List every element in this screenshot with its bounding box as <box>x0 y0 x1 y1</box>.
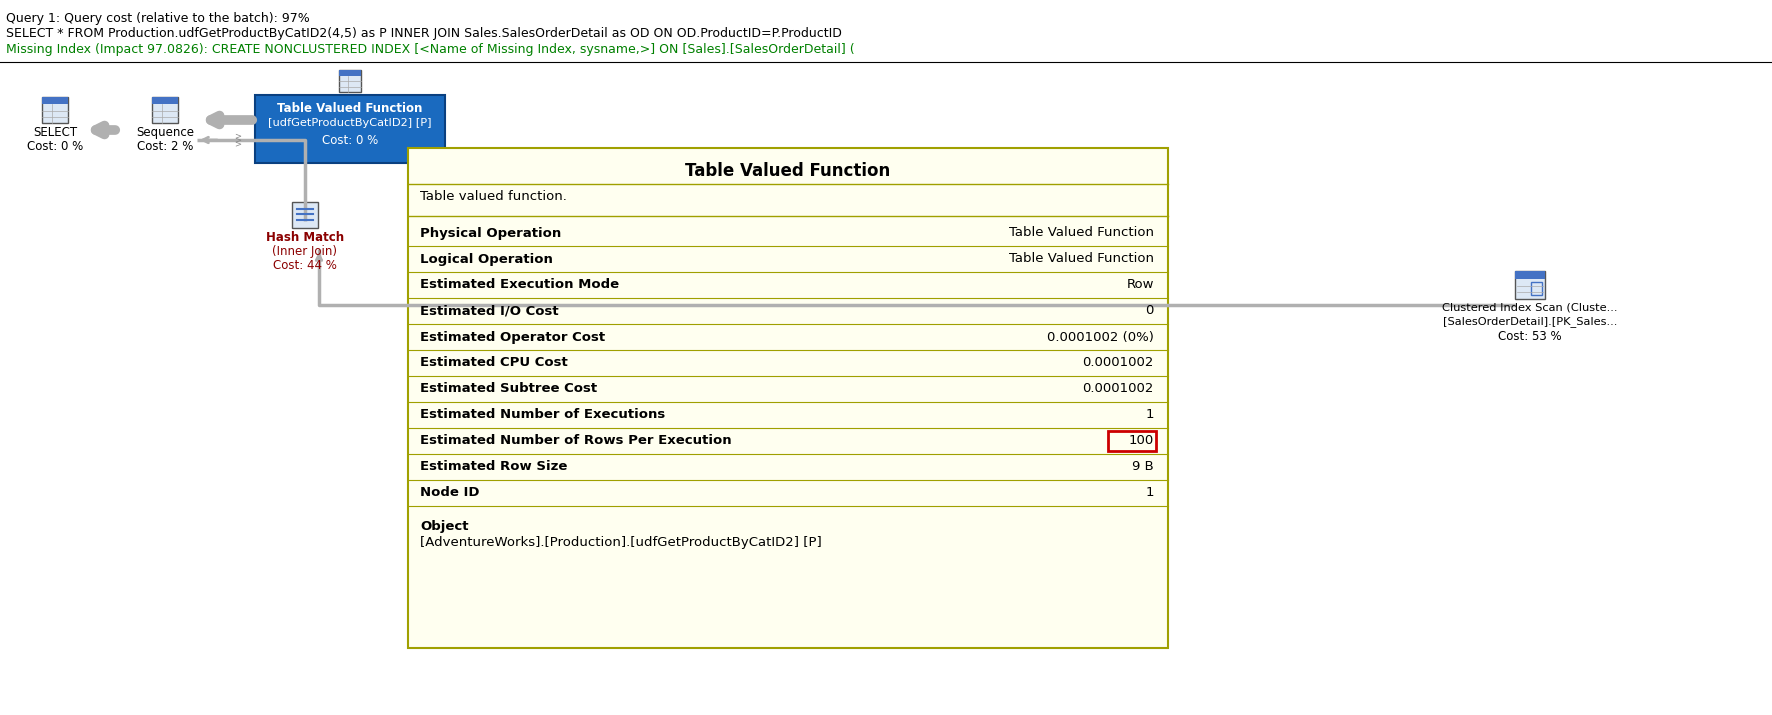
Bar <box>43 97 67 123</box>
Text: >: > <box>234 132 241 141</box>
Bar <box>152 97 177 123</box>
Text: Clustered Index Scan (Cluste...: Clustered Index Scan (Cluste... <box>1442 302 1618 312</box>
Text: 0.0001002: 0.0001002 <box>1083 357 1154 370</box>
Text: 0.0001002 (0%): 0.0001002 (0%) <box>1047 330 1154 343</box>
Text: 100: 100 <box>1129 435 1154 448</box>
Text: 9 B: 9 B <box>1132 460 1154 473</box>
Text: Table Valued Function: Table Valued Function <box>1008 227 1154 240</box>
Text: Query 1: Query cost (relative to the batch): 97%: Query 1: Query cost (relative to the bat… <box>5 12 310 25</box>
Text: Table Valued Function: Table Valued Function <box>686 162 891 180</box>
Text: Sequence: Sequence <box>136 126 193 139</box>
Text: Table valued function.: Table valued function. <box>420 190 567 203</box>
Text: Estimated Execution Mode: Estimated Execution Mode <box>420 279 618 292</box>
Text: 0.0001002: 0.0001002 <box>1083 383 1154 395</box>
Bar <box>292 202 317 228</box>
Text: >: > <box>234 139 241 149</box>
Bar <box>338 70 361 92</box>
Text: [udfGetProductByCatID2] [P]: [udfGetProductByCatID2] [P] <box>268 118 432 128</box>
Text: (Inner Join): (Inner Join) <box>273 245 337 258</box>
Text: Estimated I/O Cost: Estimated I/O Cost <box>420 305 558 317</box>
Text: Cost: 44 %: Cost: 44 % <box>273 259 337 272</box>
Bar <box>1515 271 1545 280</box>
Text: Object: Object <box>420 520 468 533</box>
Bar <box>408 148 1168 648</box>
Text: 1: 1 <box>1145 408 1154 422</box>
Text: Estimated Row Size: Estimated Row Size <box>420 460 567 473</box>
Text: Table Valued Function: Table Valued Function <box>1008 252 1154 265</box>
Text: Cost: 2 %: Cost: 2 % <box>136 140 193 153</box>
Text: Estimated Operator Cost: Estimated Operator Cost <box>420 330 604 343</box>
Text: 1: 1 <box>1145 486 1154 500</box>
Bar <box>152 97 177 104</box>
Text: [AdventureWorks].[Production].[udfGetProductByCatID2] [P]: [AdventureWorks].[Production].[udfGetPro… <box>420 536 822 549</box>
Bar <box>1515 271 1545 299</box>
Bar <box>338 70 361 77</box>
Bar <box>1531 282 1542 295</box>
Text: SELECT * FROM Production.udfGetProductByCatID2(4,5) as P INNER JOIN Sales.SalesO: SELECT * FROM Production.udfGetProductBy… <box>5 27 842 40</box>
Text: Physical Operation: Physical Operation <box>420 227 562 240</box>
Bar <box>255 95 445 163</box>
Bar <box>43 97 67 104</box>
Text: Cost: 0 %: Cost: 0 % <box>27 140 83 153</box>
Text: Hash Match: Hash Match <box>266 231 344 244</box>
Text: Missing Index (Impact 97.0826): CREATE NONCLUSTERED INDEX [<Name of Missing Inde: Missing Index (Impact 97.0826): CREATE N… <box>5 43 854 56</box>
Text: Estimated Subtree Cost: Estimated Subtree Cost <box>420 383 597 395</box>
Text: [SalesOrderDetail].[PK_Sales...: [SalesOrderDetail].[PK_Sales... <box>1442 316 1618 327</box>
Text: Node ID: Node ID <box>420 486 480 500</box>
Text: Estimated CPU Cost: Estimated CPU Cost <box>420 357 567 370</box>
Text: Cost: 0 %: Cost: 0 % <box>323 134 377 147</box>
Bar <box>1108 431 1155 451</box>
Text: Cost: 53 %: Cost: 53 % <box>1497 330 1561 343</box>
Text: Estimated Number of Executions: Estimated Number of Executions <box>420 408 664 422</box>
Text: Row: Row <box>1127 279 1154 292</box>
Text: Table Valued Function: Table Valued Function <box>276 102 424 115</box>
Text: 0: 0 <box>1146 305 1154 317</box>
Text: Estimated Number of Rows Per Execution: Estimated Number of Rows Per Execution <box>420 435 732 448</box>
Text: >: > <box>234 136 241 144</box>
Text: SELECT: SELECT <box>34 126 76 139</box>
Text: Logical Operation: Logical Operation <box>420 252 553 265</box>
